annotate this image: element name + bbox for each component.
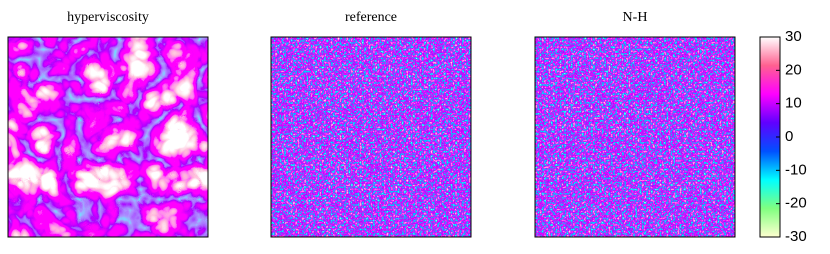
tick-label: 0: [785, 128, 793, 145]
panel-title: reference: [345, 10, 397, 25]
tick-label: -30: [785, 228, 807, 245]
panel-frame: [270, 36, 472, 238]
panel-frame: [534, 36, 736, 238]
panels: hyperviscosity reference N-H: [7, 10, 736, 238]
tick-label: -10: [785, 161, 807, 178]
panel-title: hyperviscosity: [67, 10, 149, 25]
field-image: [8, 37, 208, 237]
field-image: [271, 37, 471, 237]
panel-title: N-H: [623, 10, 648, 25]
field-image: [535, 37, 735, 237]
colorbar: 30 20 10 0 -10 -20 -30: [759, 28, 807, 245]
panel-frame: [7, 36, 209, 238]
tick-label: 20: [785, 61, 802, 78]
tick-label: 30: [785, 28, 802, 45]
tick-label: 10: [785, 95, 802, 112]
tick-label: -20: [785, 195, 807, 212]
